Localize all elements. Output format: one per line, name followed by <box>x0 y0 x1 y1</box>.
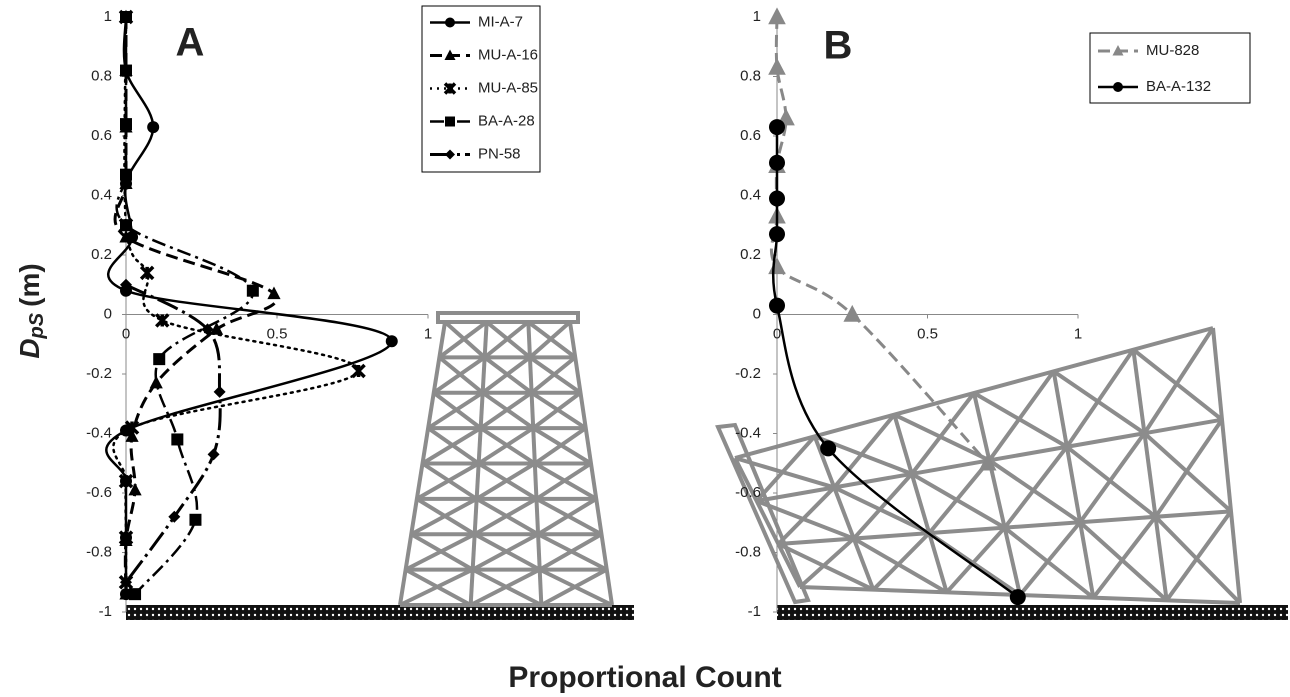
marker <box>247 285 259 297</box>
x-tick-label: 1 <box>424 325 432 342</box>
x-tick-label: 0 <box>122 325 130 342</box>
x-tick-label: 0.5 <box>917 325 938 342</box>
marker <box>120 169 132 181</box>
y-tick-label: 0.4 <box>91 186 112 203</box>
y-label-unit: (m) <box>14 263 45 307</box>
tower-member <box>800 539 854 587</box>
seabed <box>126 605 634 620</box>
y-tick-label: -0.8 <box>86 543 112 560</box>
marker <box>120 118 132 130</box>
seabed <box>777 605 1288 620</box>
marker <box>1010 589 1026 605</box>
marker <box>147 121 159 133</box>
x-tick-label: 0 <box>773 325 781 342</box>
marker <box>768 257 786 274</box>
marker <box>820 440 836 456</box>
y-tick-label: -1 <box>748 603 761 620</box>
y-tick-label: 0.8 <box>91 67 112 84</box>
marker <box>120 219 132 231</box>
marker <box>769 155 785 171</box>
y-axis-label: DpS (m) <box>14 263 48 358</box>
legend-label: PN-58 <box>478 145 521 162</box>
marker <box>156 314 168 326</box>
series-line <box>117 17 253 594</box>
y-tick-label: -0.2 <box>86 365 112 382</box>
y-tick-label: 0 <box>104 305 112 322</box>
y-tick-label: 0.2 <box>740 246 761 263</box>
y-tick-label: 0.2 <box>91 246 112 263</box>
panel-title: A <box>176 21 205 65</box>
marker <box>769 298 785 314</box>
tower-member <box>1093 517 1155 598</box>
legend-label: MU-828 <box>1146 42 1199 59</box>
legend-marker <box>445 117 455 127</box>
marker <box>769 119 785 135</box>
x-tick-label: 0.5 <box>267 325 288 342</box>
tower-member <box>1133 350 1166 601</box>
chart: Proportional Count DpS (m) -1 -0.8 -0.6 -0.4… <box>0 0 1290 697</box>
tower-member <box>1005 447 1067 528</box>
panel-title: B <box>824 24 853 68</box>
tower-member <box>1080 433 1144 522</box>
decoration <box>126 313 1288 620</box>
y-tick-label: 0.6 <box>91 127 112 144</box>
marker <box>769 226 785 242</box>
tower-member <box>873 533 929 590</box>
marker <box>120 11 132 23</box>
y-tick-label: -0.2 <box>735 365 761 382</box>
y-tick-label: -0.6 <box>86 484 112 501</box>
tower-member <box>912 393 974 474</box>
y-tick-label: 0.4 <box>740 186 761 203</box>
tower-member <box>1156 420 1222 517</box>
legend-label: MI-A-7 <box>478 13 523 30</box>
tower-member <box>1054 371 1094 597</box>
marker <box>214 386 226 398</box>
series-line <box>113 17 358 582</box>
marker <box>768 7 786 24</box>
marker <box>189 514 201 526</box>
marker <box>267 286 280 299</box>
marker <box>386 335 398 347</box>
marker <box>769 190 785 206</box>
legend-marker <box>445 18 455 28</box>
legend-label: BA-A-132 <box>1146 78 1211 95</box>
y-tick-label: 0.6 <box>740 127 761 144</box>
y-tick-label: -0.4 <box>735 424 761 441</box>
y-label-main: D <box>14 338 45 358</box>
y-tick-label: 1 <box>104 8 112 25</box>
y-label-sub: pS <box>26 312 48 339</box>
y-tick-label: -0.6 <box>735 484 761 501</box>
y-tick-label: 0.8 <box>740 67 761 84</box>
tower-member <box>974 393 1020 595</box>
marker <box>120 65 132 77</box>
tower-member <box>1167 511 1231 600</box>
y-tick-label: 1 <box>753 8 761 25</box>
tower-member <box>1020 522 1080 595</box>
x-axis-label: Proportional Count <box>508 661 781 694</box>
marker <box>129 588 141 600</box>
marker <box>171 433 183 445</box>
y-tick-label: -0.4 <box>86 424 112 441</box>
marker <box>141 267 153 279</box>
series-line <box>106 17 391 594</box>
marker <box>153 353 165 365</box>
series-line <box>773 127 1018 597</box>
y-tick-label: -1 <box>99 603 112 620</box>
tower-member <box>735 458 800 587</box>
tower-member <box>1213 328 1240 603</box>
legend-label: MU-A-85 <box>478 79 538 96</box>
legend-label: MU-A-16 <box>478 46 538 63</box>
marker <box>353 365 365 377</box>
x-tick-label: 1 <box>1074 325 1082 342</box>
y-tick-label: 0 <box>753 305 761 322</box>
marker <box>768 58 786 75</box>
legend-marker <box>1113 82 1123 92</box>
legend-label: BA-A-28 <box>478 112 535 129</box>
marker <box>208 448 220 460</box>
y-tick-label: -0.8 <box>735 543 761 560</box>
